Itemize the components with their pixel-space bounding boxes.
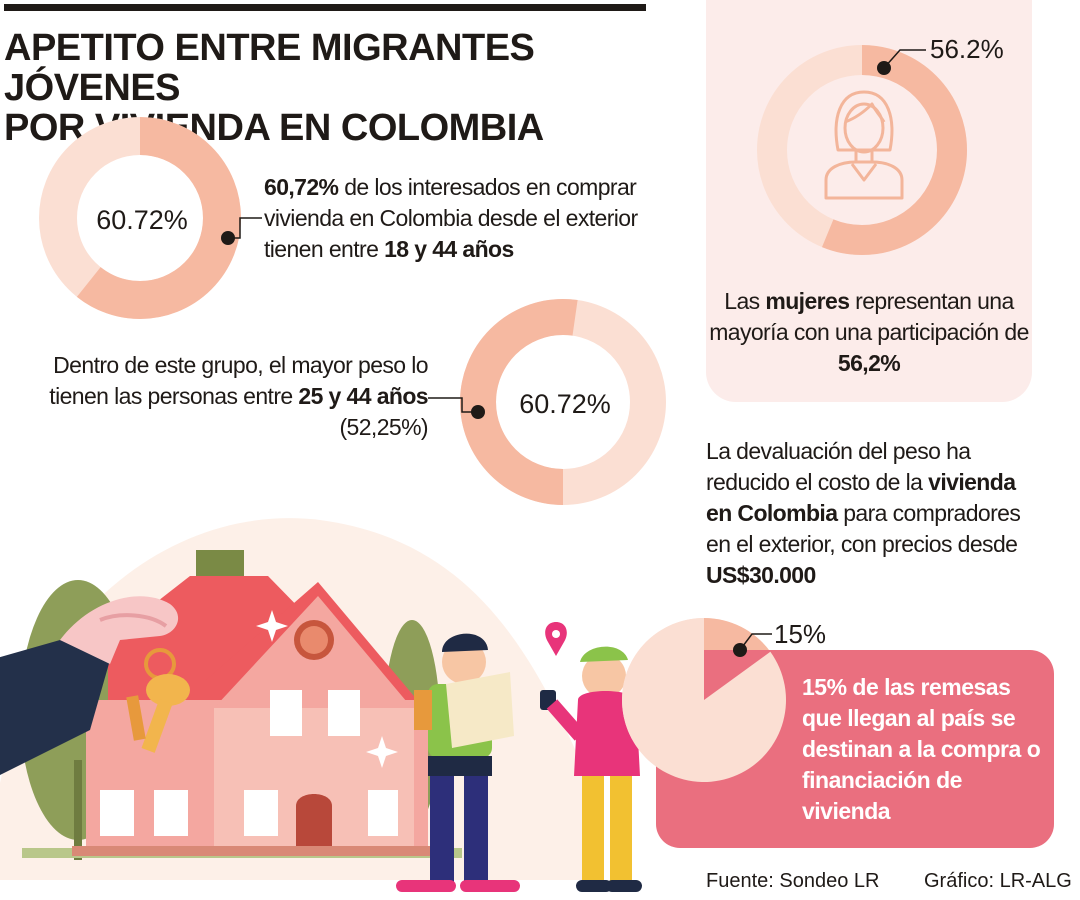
house-icon (72, 550, 434, 856)
pie-4-rest-overlay (622, 618, 786, 782)
pie-4-label: 15% (774, 619, 826, 649)
donut-2-value-arc (460, 299, 666, 505)
title-rule (4, 4, 646, 11)
sparkle-icon (256, 610, 398, 768)
footer-source: Fuente: Sondeo LR (706, 870, 880, 892)
age-group-text: 60,72% de los interesados en comprar viv… (264, 174, 638, 262)
page-title: APETITO ENTRE MIGRANTES JÓVENES POR VIVI… (4, 28, 684, 148)
devaluation-price: US$30.000 (706, 562, 816, 588)
footer-credit: Gráfico: LR-ALG (924, 870, 1072, 892)
key-icon (126, 648, 190, 753)
hand-icon (0, 596, 179, 775)
man-with-map-icon (396, 633, 520, 892)
women-keyword: mujeres (765, 288, 850, 314)
donut-3-value-arc (757, 45, 967, 255)
donut-3-label: 56.2% (930, 34, 1004, 64)
remittances-keyword: compra o financiación de vivienda (802, 736, 1041, 824)
location-pin-icon (545, 622, 567, 656)
remittances-value: 15% (802, 674, 847, 700)
donut-2-leader-line (428, 397, 478, 413)
donut-2-leader-dot (471, 405, 485, 419)
devaluation-keyword: vivienda en Colombia (706, 469, 1016, 526)
donut-1-leader-dot (221, 231, 235, 245)
donut-3-leader-line (883, 49, 926, 69)
woman-icon (824, 90, 904, 200)
woman-with-phone-icon (540, 622, 642, 892)
devaluation-text: La devaluación del peso ha reducido el c… (706, 438, 1021, 588)
donut-2-center-label: 60.72% (519, 389, 611, 419)
donut-3-leader-dot (877, 61, 891, 75)
remittances-text: 15% de las remesas que llegan al país se… (802, 674, 1041, 824)
donut-1-value-arc (39, 117, 241, 319)
age-range: 18 y 44 años (384, 236, 514, 262)
pie-4-leader-dot (733, 643, 747, 657)
title-line-1: APETITO ENTRE MIGRANTES JÓVENES (4, 27, 535, 109)
women-text: Las mujeres representan una mayoría con … (709, 288, 1029, 376)
age-group-value: 60,72% (264, 174, 339, 200)
women-value: 56,2% (837, 350, 901, 376)
donut-1-center-label: 60.72% (96, 205, 188, 235)
subgroup-text: Dentro de este grupo, el mayor peso lo t… (49, 352, 428, 440)
subgroup-age-range: 25 y 44 años (298, 383, 428, 409)
